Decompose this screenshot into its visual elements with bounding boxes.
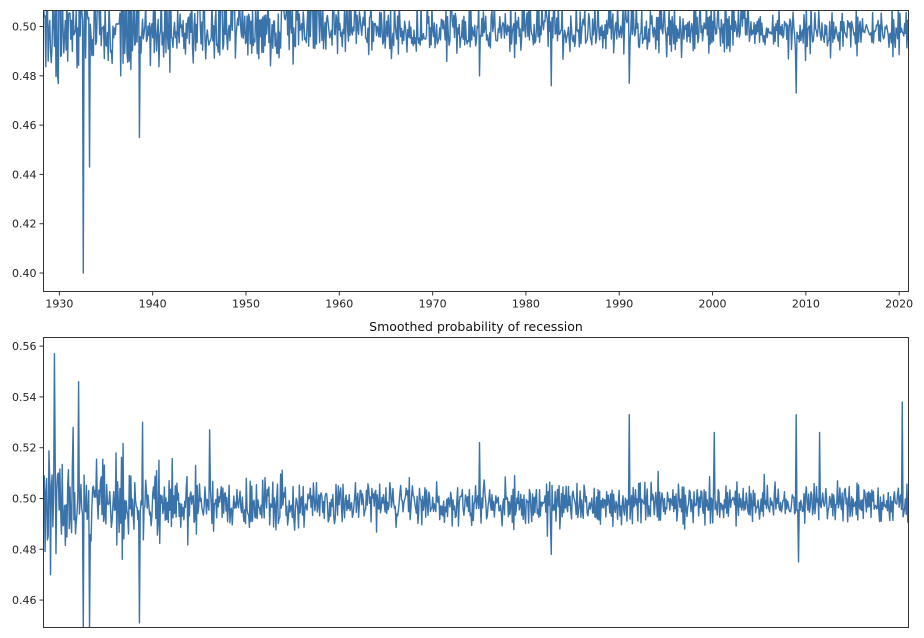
- top-y-tick-label: 0.42: [12, 218, 37, 231]
- top-y-tick-label: 0.50: [12, 21, 37, 34]
- bottom-plot-frame: [43, 337, 909, 628]
- top-x-tick-label: 1930: [45, 298, 73, 311]
- top-y-tick-label: 0.40: [12, 267, 37, 280]
- top-x-tick-label: 2010: [792, 298, 820, 311]
- bottom-panel: Smoothed probability of recession 0.460.…: [12, 319, 909, 628]
- top-x-tick-label: 2020: [885, 298, 913, 311]
- bottom-y-tick-label: 0.56: [12, 340, 37, 353]
- top-y-tick-label: 0.48: [12, 70, 37, 83]
- top-x-tick-label: 1980: [512, 298, 540, 311]
- top-x-tick-label: 1950: [232, 298, 260, 311]
- bottom-y-tick-label: 0.52: [12, 442, 37, 455]
- top-y-tick-label: 0.46: [12, 119, 37, 132]
- top-x-axis: 1930 1940 1950 1960 1970 1980 1990 2000 2010 2020: [45, 291, 913, 311]
- bottom-y-tick-label: 0.50: [12, 492, 37, 505]
- top-x-tick-label: 1990: [605, 298, 633, 311]
- bottom-y-tick-label: 0.54: [12, 391, 37, 404]
- top-panel: 0.40 0.42 0.44 0.46 0.48 0.50 1930 1940 1950 196…: [12, 10, 913, 311]
- bottom-series-group: [43, 353, 909, 628]
- top-y-axis: 0.40 0.42 0.44 0.46 0.48 0.50: [12, 21, 44, 280]
- top-plot-frame: [43, 10, 909, 292]
- top-series-group: [43, 10, 909, 274]
- bottom-chart-title: Smoothed probability of recession: [369, 319, 583, 334]
- bottom-y-tick-label: 0.46: [12, 594, 37, 607]
- top-y-tick-label: 0.44: [12, 168, 37, 181]
- bottom-y-tick-label: 0.48: [12, 543, 37, 556]
- top-x-tick-label: 1960: [325, 298, 353, 311]
- bottom-y-axis: 0.46 0.48 0.50 0.52 0.54 0.56: [12, 340, 44, 607]
- top-x-tick-label: 2000: [699, 298, 727, 311]
- top-series-line: [43, 10, 909, 274]
- top-x-tick-label: 1970: [419, 298, 447, 311]
- top-x-tick-label: 1940: [139, 298, 167, 311]
- bottom-series-line: [43, 353, 909, 628]
